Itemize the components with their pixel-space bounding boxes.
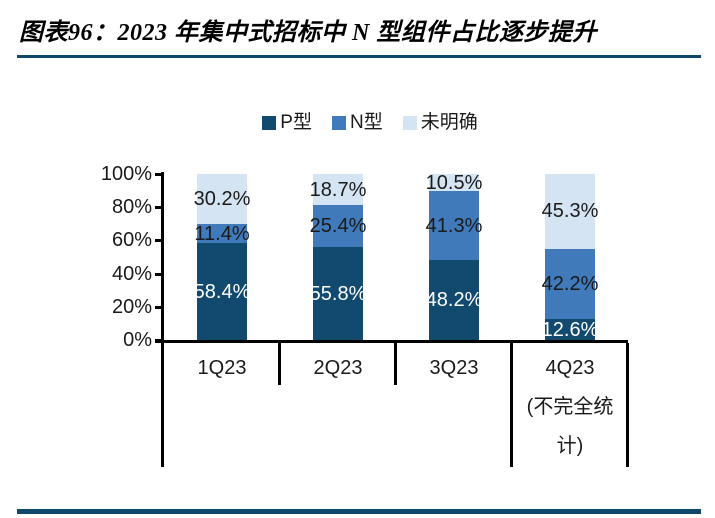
bar-value-label: 12.6% [541,318,599,341]
legend-item: P型 [262,113,312,132]
bar-segment-未明确 [197,174,247,225]
x-axis-category-note: (不完全统 [526,396,614,418]
bar-segment-N型 [429,191,479,260]
bar-value-label: 41.3% [425,214,483,237]
legend-label: P型 [280,112,312,133]
y-axis-tick-label: 80% [111,196,152,219]
bar-value-label: 45.3% [541,200,599,223]
bar-value-label: 11.4% [194,222,250,245]
bar-segment-N型 [313,205,363,248]
category-divider [161,343,164,467]
bar-segment-未明确 [313,174,363,206]
y-axis-tick [155,272,164,276]
legend-swatch-icon [262,115,277,130]
category-divider [510,343,513,467]
category-divider [394,343,397,385]
bar-segment-P型 [313,247,363,340]
bar-value-label: 48.2% [425,288,483,311]
chart-legend: P型 N型 未明确 [140,113,600,132]
title-underline [17,55,701,58]
legend-swatch-icon [402,115,417,130]
bar-segment-未明确 [429,174,479,192]
y-axis-tick-label: 100% [100,163,152,185]
x-axis-category-label: 3Q23 [429,357,479,379]
bar-value-label: 30.2% [193,188,251,211]
bar-segment-P型 [197,243,247,340]
bar-value-label: 42.2% [541,273,599,296]
y-axis-tick [155,206,164,210]
x-axis-line [155,340,628,343]
y-axis-tick [155,305,164,309]
y-axis-tick-label: 40% [111,262,152,285]
y-axis-tick [155,173,164,176]
y-axis-line [161,172,164,340]
figure-title: 图表96：2023 年集中式招标中 N 型组件占比逐步提升 [19,20,597,46]
bar-value-label: 55.8% [309,282,367,305]
legend-label: N型 [349,112,383,133]
y-axis-tick-label: 0% [123,329,152,351]
legend-item: 未明确 [402,112,478,133]
footer-rule [17,509,701,514]
legend-item: N型 [331,112,383,133]
bar-segment-P型 [429,259,479,340]
bar-segment-N型 [545,249,595,320]
legend-swatch-icon [331,115,346,130]
bar-segment-未明确 [545,173,595,250]
bar-value-label: 58.4% [193,280,251,303]
bar-segment-N型 [197,224,247,244]
y-axis-tick [155,239,164,243]
legend-label: 未明确 [420,112,478,133]
bar-value-label: 10.5% [425,171,483,194]
category-divider [626,343,629,467]
category-divider [278,343,281,385]
bar-segment-P型 [545,319,595,340]
x-axis-category-note: 计) [556,435,584,457]
x-axis-category-label: 4Q23 [545,357,595,379]
x-axis-category-label: 1Q23 [197,357,247,379]
y-axis-tick-label: 60% [111,229,152,252]
bar-value-label: 18.7% [309,178,367,201]
x-axis-category-label: 2Q23 [313,357,363,379]
y-axis-tick-label: 20% [111,295,152,318]
bar-value-label: 25.4% [309,215,367,238]
